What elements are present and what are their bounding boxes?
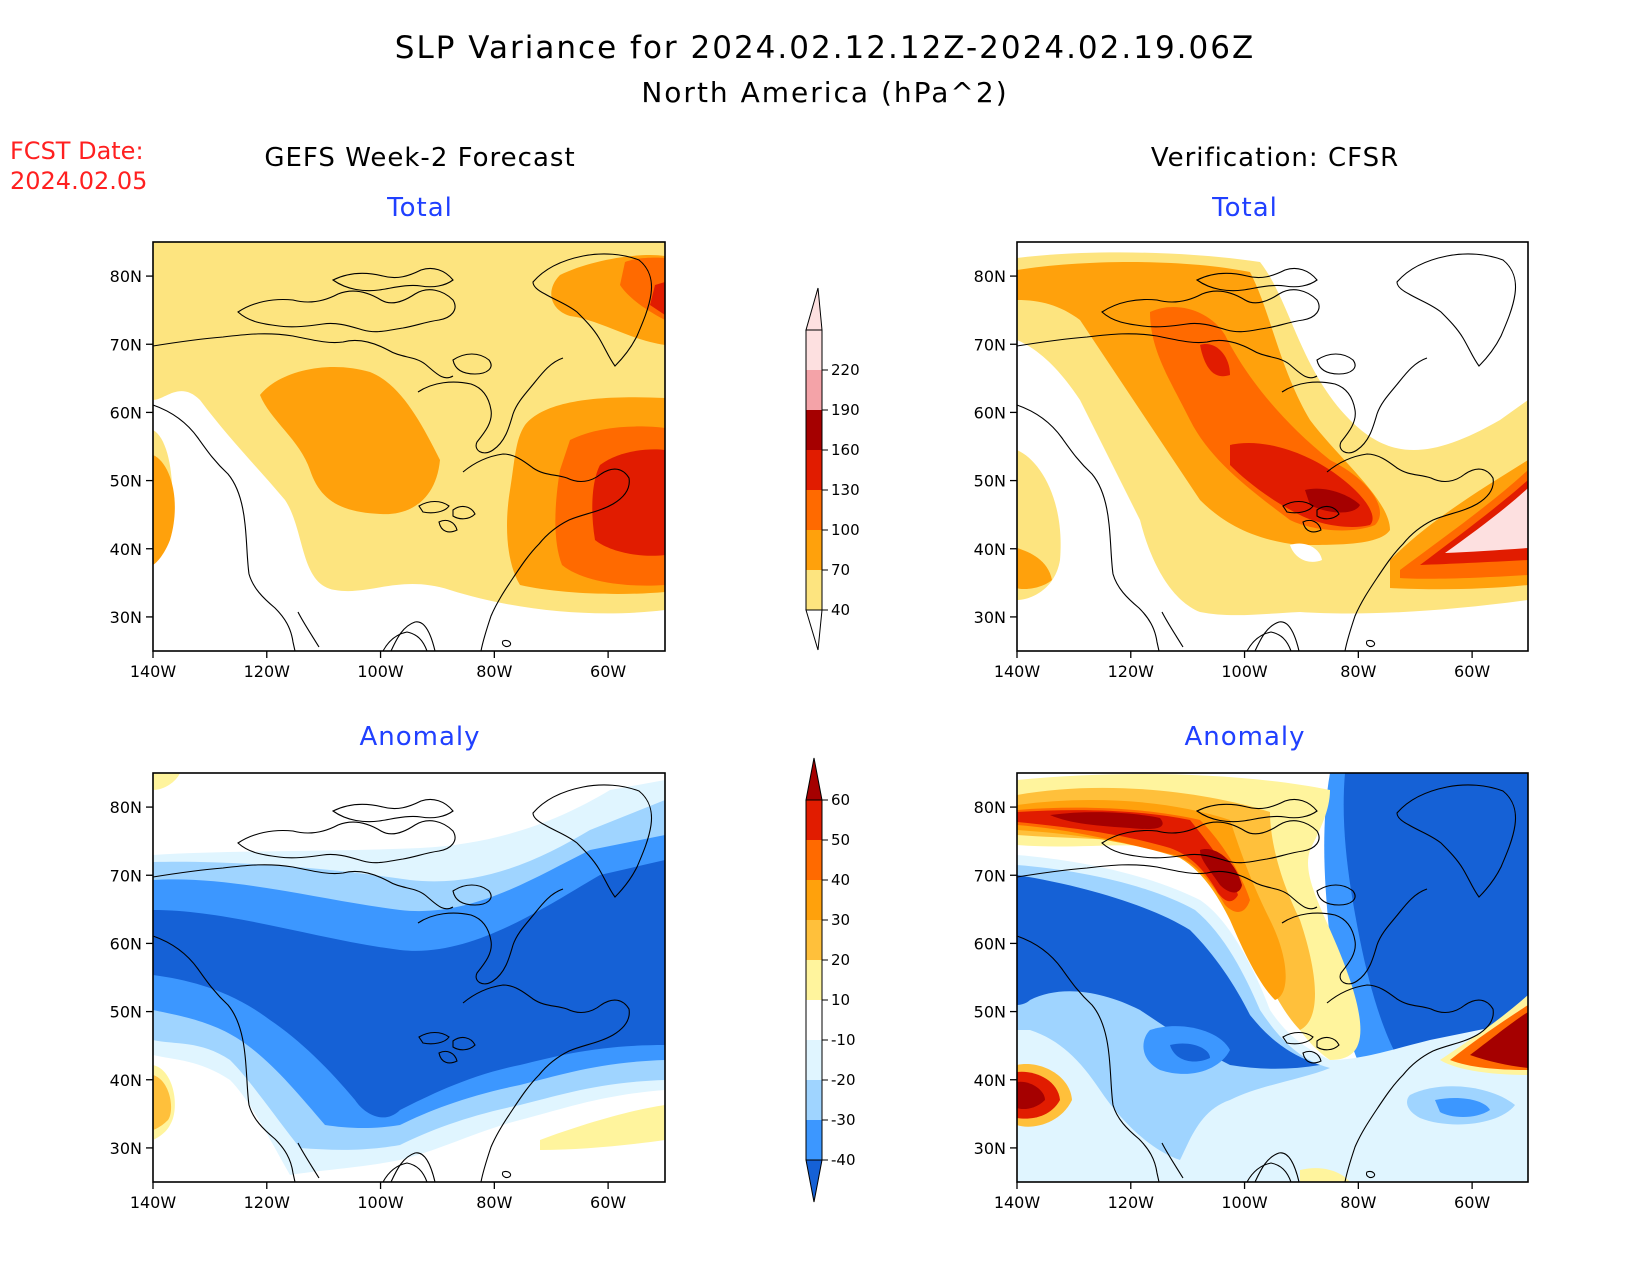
chart-title: SLP Variance for 2024.02.12.12Z-2024.02.… [394, 30, 1256, 66]
lat-tick-label: 50N [974, 1003, 1006, 1022]
map-panel-verification-anomaly [1016, 772, 1529, 1183]
lon-tick-label: 140W [994, 1193, 1041, 1212]
lon-tick-label: 80W [476, 662, 512, 681]
lon-tick-label: 80W [1340, 662, 1376, 681]
lat-tick-label: 40N [974, 1071, 1006, 1090]
colorbar-band [806, 800, 822, 840]
lon-tick-label: 140W [130, 662, 177, 681]
colorbar-band [806, 840, 822, 880]
colorbar-band [806, 370, 822, 410]
colorbar-level-label: 70 [831, 561, 850, 579]
map-panel-forecast-anomaly [152, 772, 666, 1183]
colorbar-level-label: -40 [831, 1151, 856, 1169]
lat-tick-label: 30N [110, 608, 142, 627]
colorbar-band [806, 920, 822, 960]
colorbar-band [806, 450, 822, 490]
colorbar-upper-extension [805, 287, 823, 331]
lon-tick-label: 60W [590, 662, 626, 681]
lon-tick-label: 120W [1108, 1193, 1155, 1212]
lat-tick-label: 40N [110, 1071, 142, 1090]
lon-tick-label: 60W [1454, 1193, 1490, 1212]
lat-tick-label: 60N [974, 934, 1006, 953]
lon-tick-label: 60W [1454, 662, 1490, 681]
lon-tick-label: 80W [476, 1193, 512, 1212]
colorbar-band [806, 490, 822, 530]
anomaly-colorbar: 60 50 40 30 20 10 -10 -20 -30 -40 [805, 757, 856, 1203]
lon-tick-label: 140W [130, 1193, 177, 1212]
colorbar-band [806, 1120, 822, 1160]
colorbar-level-label: 160 [831, 441, 860, 459]
lat-tick-label: 70N [974, 866, 1006, 885]
lat-tick-label: 40N [974, 540, 1006, 559]
lat-tick-label: 30N [974, 608, 1006, 627]
colorbar-band [806, 530, 822, 570]
lon-tick-label: 140W [994, 662, 1041, 681]
lat-tick-label: 50N [110, 472, 142, 491]
colorbar-lower-extension [805, 609, 823, 651]
colorbar-band [806, 1080, 822, 1120]
fcst-date-label: FCST Date: [10, 137, 144, 165]
lon-tick-label: 60W [590, 1193, 626, 1212]
lon-tick-label: 120W [244, 1193, 291, 1212]
colorbar-level-label: 190 [831, 401, 860, 419]
lat-tick-label: 70N [974, 335, 1006, 354]
colorbar-level-label: 20 [831, 951, 850, 969]
column-title-verification: Verification: CFSR [1150, 143, 1400, 173]
lat-tick-label: 60N [110, 403, 142, 422]
lat-tick-label: 80N [974, 798, 1006, 817]
colorbar-band [806, 880, 822, 920]
colorbar-level-label: -10 [831, 1031, 856, 1049]
colorbar-level-label: -30 [831, 1111, 856, 1129]
colorbar-band [806, 330, 822, 370]
panel-title-forecast-total: Total [387, 193, 453, 223]
lat-tick-label: 30N [974, 1139, 1006, 1158]
lat-tick-label: 70N [110, 335, 142, 354]
map-panel-verification-total [1016, 241, 1529, 652]
lat-tick-label: 60N [974, 403, 1006, 422]
lat-tick-label: 80N [110, 798, 142, 817]
colorbar-level-label: 40 [831, 601, 850, 619]
map-panel-forecast-total [152, 241, 666, 652]
colorbar-level-label: 50 [831, 831, 850, 849]
colorbar-band [806, 570, 822, 610]
colorbar-level-label: 40 [831, 871, 850, 889]
lon-tick-label: 100W [357, 662, 404, 681]
lat-tick-label: 80N [110, 267, 142, 286]
colorbar-level-label: 10 [831, 991, 850, 1009]
lon-tick-label: 120W [1108, 662, 1155, 681]
chart-subtitle: North America (hPa^2) [641, 76, 1009, 109]
lat-tick-label: 50N [110, 1003, 142, 1022]
lat-tick-label: 30N [110, 1139, 142, 1158]
lon-tick-label: 120W [244, 662, 291, 681]
fcst-date-block: FCST Date: 2024.02.05 [10, 136, 147, 196]
colorbar-band [806, 410, 822, 450]
lon-tick-label: 100W [357, 1193, 404, 1212]
panel-title-verification-anomaly: Anomaly [1184, 722, 1306, 752]
colorbar-level-label: 220 [831, 361, 860, 379]
fcst-date-value: 2024.02.05 [10, 167, 148, 195]
lon-tick-label: 100W [1221, 662, 1268, 681]
colorbar-upper-extension [805, 757, 823, 801]
lon-tick-label: 80W [1340, 1193, 1376, 1212]
lat-tick-label: 60N [110, 934, 142, 953]
colorbar-lower-extension [805, 1159, 823, 1203]
colorbar-level-label: 60 [831, 791, 850, 809]
panel-title-forecast-anomaly: Anomaly [359, 722, 481, 752]
column-title-forecast: GEFS Week-2 Forecast [264, 143, 576, 173]
colorbar-band [806, 960, 822, 1000]
colorbar-level-label: 30 [831, 911, 850, 929]
lat-tick-label: 40N [110, 540, 142, 559]
panel-title-verification-total: Total [1212, 193, 1278, 223]
colorbar-band [806, 1040, 822, 1080]
lat-tick-label: 50N [974, 472, 1006, 491]
colorbar-level-label: -20 [831, 1071, 856, 1089]
total-colorbar: 40 70 100 130 160 190 220 [805, 287, 860, 651]
lat-tick-label: 70N [110, 866, 142, 885]
lon-tick-label: 100W [1221, 1193, 1268, 1212]
colorbar-level-label: 100 [831, 521, 860, 539]
colorbar-band [806, 1000, 822, 1040]
lat-tick-label: 80N [974, 267, 1006, 286]
colorbar-level-label: 130 [831, 481, 860, 499]
